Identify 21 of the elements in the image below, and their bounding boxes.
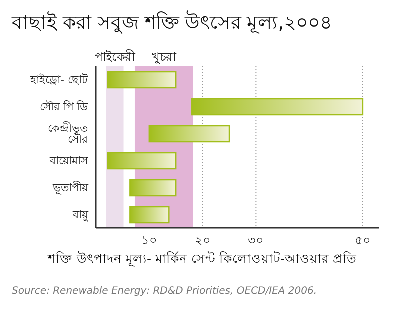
y-tick-label: কেন্দ্রীভূত সৌর bbox=[48, 122, 89, 146]
x-tick-label: ৫০ bbox=[354, 234, 371, 248]
bar bbox=[192, 98, 364, 116]
source-note: Source: Renewable Energy: RD&D Priorities, OECD/IEA 2006. bbox=[12, 286, 318, 297]
bar bbox=[148, 125, 230, 143]
x-tick-label: ১০ bbox=[141, 234, 158, 248]
bar bbox=[130, 206, 170, 224]
y-tick-label: হাইড্রো- ছোট bbox=[30, 73, 89, 86]
chart-title: বাছাই করা সবুজ শক্তি উৎসের মূল্য,২০০৪ bbox=[12, 10, 334, 36]
y-tick-label: ভূতাপীয় bbox=[52, 181, 89, 194]
y-tick-label: বায়োমাস bbox=[49, 154, 89, 168]
band-label: খুচরা bbox=[152, 50, 178, 65]
y-tick-label: বায়ু bbox=[72, 208, 89, 222]
x-tick-label: ২০ bbox=[194, 234, 211, 248]
band-label: পাইকেরী bbox=[94, 50, 136, 64]
y-tick-label: সৌর পি ডি bbox=[40, 100, 89, 114]
x-tick-label: ৩০ bbox=[248, 234, 264, 248]
x-axis-title: শক্তি উৎপাদন মূল্য- মার্কিন সেন্ট কিলোওয়াট-আওয়ার প্রতি bbox=[48, 250, 358, 269]
bar bbox=[107, 71, 177, 89]
bar bbox=[107, 152, 177, 170]
bar bbox=[130, 179, 177, 197]
